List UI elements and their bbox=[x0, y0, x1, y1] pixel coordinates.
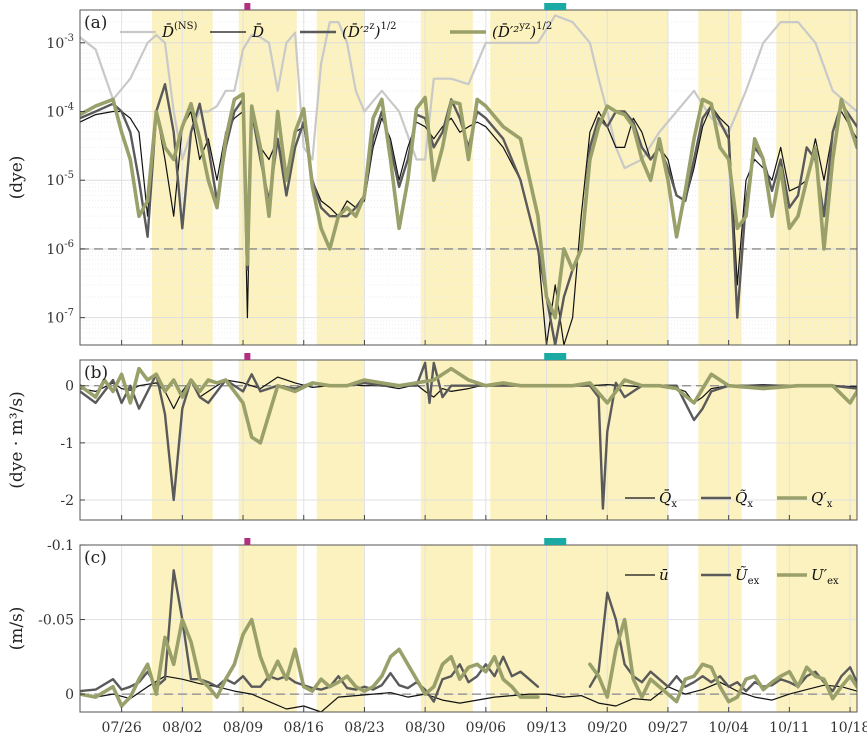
x-tick-label: 08/30 bbox=[405, 720, 445, 736]
panel-label: (c) bbox=[84, 548, 107, 568]
x-tick-label: 08/16 bbox=[284, 720, 324, 736]
y-axis-label: (m/s) bbox=[7, 607, 27, 651]
y-tick-label: 10-5 bbox=[46, 170, 74, 189]
deployment-marker bbox=[544, 3, 567, 10]
series-line-2 bbox=[80, 617, 857, 708]
legend-label-1: Ũex bbox=[735, 566, 760, 587]
x-tick-label: 08/02 bbox=[162, 720, 202, 736]
shaded-period bbox=[490, 10, 668, 345]
y-tick-label: 10-3 bbox=[46, 33, 74, 52]
x-tick-label: 08/09 bbox=[223, 720, 263, 736]
legend: D̄(NS) D̄ (D̄′²z)1/2 (D̄′²yz)1/2 bbox=[120, 21, 552, 41]
x-tick-label: 10/18 bbox=[830, 720, 867, 736]
x-axis: 07/26 08/02 08/09 08/16 08/23 08/30 09/06 09/13… bbox=[101, 340, 867, 736]
plot-area bbox=[80, 10, 857, 345]
deployment-marker bbox=[244, 538, 251, 545]
y-tick-label: 10-4 bbox=[46, 102, 74, 121]
x-tick-label: 07/26 bbox=[101, 720, 141, 736]
x-tick-label: 08/23 bbox=[344, 720, 384, 736]
deployment-marker bbox=[244, 353, 251, 360]
panel-c: -0.1 -0.05 0 (m/s) (c) ū Ũex U′ex bbox=[7, 538, 858, 713]
axes-frame bbox=[79, 359, 858, 521]
panel-b: 0 -1 -2 (dye · m³/s) (b) Q̄x Q̃x Q′x bbox=[7, 353, 858, 521]
legend: Q̄x Q̃x Q′x bbox=[625, 489, 833, 510]
y-tick-label: -2 bbox=[60, 493, 74, 509]
legend-label-0: Q̄x bbox=[659, 489, 677, 510]
series-line-0 bbox=[80, 14, 857, 170]
x-tick-label: 09/06 bbox=[466, 720, 506, 736]
deployment-marker bbox=[544, 538, 567, 545]
shaded-period bbox=[490, 545, 668, 712]
x-tick-label: 09/20 bbox=[587, 720, 627, 736]
legend-label-1: D̄ bbox=[251, 23, 264, 41]
panel-label: (a) bbox=[84, 13, 107, 33]
plot-area bbox=[80, 360, 857, 520]
series-line-3 bbox=[80, 92, 857, 320]
series-line-1 bbox=[80, 105, 857, 345]
x-tick-label: 10/11 bbox=[769, 720, 809, 736]
legend-label-2: Q′x bbox=[811, 489, 833, 510]
axes-frame bbox=[79, 544, 858, 713]
legend-label-3: (D̄′²yz)1/2 bbox=[492, 21, 552, 41]
deployment-marker bbox=[544, 353, 567, 360]
series-line-2 bbox=[80, 366, 857, 445]
y-tick-label: -0.05 bbox=[38, 613, 74, 629]
legend-label-0: D̄(NS) bbox=[161, 21, 198, 41]
y-tick-label: 10-7 bbox=[46, 308, 74, 327]
y-tick-label: -1 bbox=[60, 436, 74, 452]
x-tick-label: 09/27 bbox=[648, 720, 688, 736]
y-tick-label: -0.1 bbox=[47, 538, 74, 554]
y-tick-label: 0 bbox=[65, 379, 74, 395]
y-axis-label: (dye · m³/s) bbox=[7, 391, 27, 488]
panel-label: (b) bbox=[84, 363, 108, 383]
x-tick-label: 09/13 bbox=[526, 720, 566, 736]
y-tick-label: 0 bbox=[65, 687, 74, 703]
legend-label-0: ū bbox=[659, 566, 669, 584]
panel-a: 10-7 10-6 10-5 10-4 10-3 (dye) (a) D̄(NS) D̄ (D̄′… bbox=[7, 3, 858, 346]
axes-frame bbox=[79, 9, 858, 346]
shaded-period bbox=[316, 10, 365, 345]
deployment-marker bbox=[244, 3, 251, 10]
x-tick-label: 10/04 bbox=[708, 720, 748, 736]
legend-label-2: (D̄′²z)1/2 bbox=[342, 21, 397, 41]
shaded-period bbox=[698, 10, 742, 345]
y-tick-label: 10-6 bbox=[46, 239, 74, 258]
shaded-period bbox=[420, 545, 473, 712]
legend-label-1: Q̃x bbox=[735, 489, 753, 510]
y-axis-label: (dye) bbox=[7, 156, 27, 200]
legend-label-2: U′ex bbox=[811, 566, 839, 587]
legend: ū Ũex U′ex bbox=[625, 566, 839, 587]
series-line-1 bbox=[80, 361, 857, 510]
plot-area bbox=[80, 545, 857, 712]
shaded-period bbox=[420, 10, 473, 345]
